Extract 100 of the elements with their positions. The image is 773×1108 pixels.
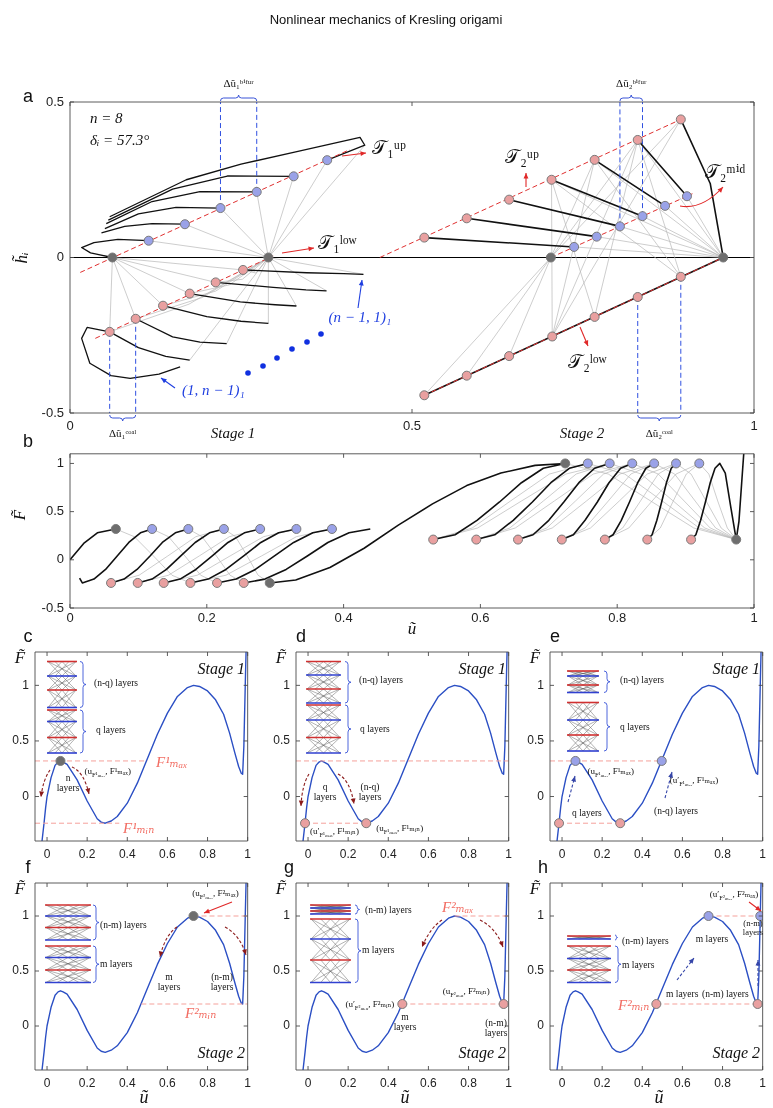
y-tick-label: 1 — [56, 455, 64, 471]
annotation: F¹ₘᵢₙ — [123, 819, 155, 837]
y-tick-label: 0.5 — [527, 733, 545, 748]
y-tick-label: 0.5 — [273, 733, 291, 748]
y-tick-label: 1 — [537, 677, 545, 692]
x-tick-label: 1 — [750, 610, 758, 626]
x-tick-label: 0.6 — [674, 1075, 692, 1090]
chart-title: g — [283, 857, 295, 878]
text: Δũ₁ᶜᵒᵃˡ — [109, 426, 137, 440]
x-tick-label: 0 — [304, 846, 312, 861]
annotation: (n-m) layers — [484, 1017, 508, 1039]
y-tick-label: 0 — [56, 249, 64, 265]
annotation: (n-q) layers — [654, 805, 699, 817]
text: Stage 1 — [210, 424, 256, 442]
x-tick-label: 0.8 — [608, 610, 627, 626]
x-tick-label: 0.8 — [460, 1075, 478, 1090]
annotation: (n-m) layers — [210, 971, 234, 993]
annotation: Stage 1 — [712, 660, 760, 678]
text: Δũ₁ᵇⁱᶠᵘʳ — [223, 76, 254, 90]
x-tick-label: 0.2 — [593, 1075, 611, 1090]
annotation: n = 8 — [90, 109, 123, 127]
annotation: (n-q) layers — [94, 677, 139, 689]
x-tick-label: 0 — [66, 418, 74, 434]
annotation: δᵢ = 57.3° — [90, 131, 150, 149]
annotation: (u′$_{F²ₘₐₓ}$, F²ₘₐₓ) — [709, 889, 759, 901]
x-tick-label: 0.4 — [379, 846, 397, 861]
annotation: m layers — [666, 988, 699, 1000]
x-tick-label: 1 — [505, 1075, 513, 1090]
annotation: 𝒯₂ˡᵒʷ — [568, 350, 607, 373]
x-tick-label: 0.6 — [420, 846, 438, 861]
y-tick-label: 1 — [537, 908, 545, 923]
x-axis-title: ũ — [654, 1087, 664, 1108]
x-tick-label: 0.2 — [593, 846, 611, 861]
y-tick-label: 0.5 — [45, 503, 64, 519]
y-tick-label: 0.5 — [527, 963, 545, 978]
annotation: 𝒯₁ᵘᵖ — [372, 136, 406, 159]
x-tick-label: 0.5 — [402, 418, 422, 434]
annotation: (u$_{F²ₘᵢₙ}$, F²ₘᵢₙ) — [442, 986, 490, 998]
annotation: q layers — [620, 721, 650, 733]
annotation: q layers — [96, 724, 126, 736]
x-tick-label: 0.2 — [78, 846, 96, 861]
x-tick-label: 0.6 — [674, 846, 692, 861]
annotation: (u$_{F¹ₘₐₓ}$, F¹ₘₐₓ) — [84, 765, 131, 778]
y-tick-label: 0 — [283, 788, 291, 803]
x-tick-label: 0.6 — [159, 1075, 177, 1090]
y-tick-label: 0 — [537, 788, 545, 803]
y-tick-label: 1 — [22, 908, 30, 923]
chart-title: f — [25, 857, 31, 878]
annotation: Stage 2 — [197, 1044, 245, 1062]
x-tick-label: 1 — [750, 418, 758, 434]
annotation: (u$_{F²ₘₐₓ}$, F²ₘₐₓ) — [192, 888, 239, 900]
y-axis-title: F̃ — [275, 878, 287, 899]
y-axis-title: F̃ — [14, 878, 26, 899]
annotation: (u′$_{F²ₘᵢₙ}$, F²ₘᵢₙ) — [345, 999, 395, 1011]
annotation: q layers — [572, 807, 602, 819]
annotation: m layers — [393, 1011, 417, 1033]
x-tick-label: 1 — [759, 1075, 767, 1090]
chart-title: c — [23, 626, 33, 647]
x-tick-label: 0.4 — [379, 1075, 397, 1090]
annotation: (u$_{F¹ₘᵢₙ}$, F¹ₘᵢₙ) — [376, 823, 424, 836]
x-tick-label: 0.6 — [420, 1075, 438, 1090]
annotation: (n-m) layers — [365, 904, 412, 916]
y-tick-label: 0.5 — [12, 733, 30, 748]
annotation: (n-q) layers — [620, 674, 665, 686]
x-tick-label: 0.8 — [714, 1075, 732, 1090]
chart-title: e — [549, 626, 561, 647]
x-tick-label: 0.6 — [471, 610, 490, 626]
annotation: m layers — [695, 933, 729, 945]
annotation: m layers — [622, 959, 655, 971]
x-tick-label: 0.8 — [199, 1075, 217, 1090]
annotation: Stage 1 — [197, 660, 245, 678]
annotation: Stage 2 — [712, 1044, 760, 1062]
chart-subtitle: a — [22, 86, 34, 107]
y-tick-label: 1 — [283, 908, 291, 923]
y-tick-label: 0 — [22, 788, 30, 803]
annotation: (n-m) layers — [622, 935, 669, 947]
annotation: m layers — [100, 958, 133, 970]
x-tick-label: 1 — [244, 1075, 252, 1090]
annotation: m layers — [157, 971, 181, 993]
x-tick-label: 0.4 — [118, 1075, 136, 1090]
annotation: 𝒯₂ᵘᵖ — [505, 145, 539, 168]
x-tick-label: 0.4 — [633, 1075, 651, 1090]
x-tick-label: 0 — [558, 846, 566, 861]
annotation: (u′$_{F¹ₘᵢₙ}$, F¹ₘᵢₙ) — [310, 826, 359, 839]
annotation: m layers — [362, 944, 395, 956]
x-tick-label: 0.8 — [460, 846, 478, 861]
annotation: (n-q) layers — [359, 674, 404, 686]
annotation: F¹ₘₐₓ — [156, 753, 188, 771]
x-tick-label: 0.6 — [159, 846, 177, 861]
annotation: n layers — [56, 772, 80, 794]
x-tick-label: 0.4 — [633, 846, 651, 861]
annotation: (1, n − 1)₁ — [181, 381, 245, 399]
y-tick-label: -0.5 — [41, 599, 64, 615]
x-tick-label: 0.8 — [199, 846, 217, 861]
y-tick-label: 0.5 — [45, 93, 64, 109]
chart-title: d — [295, 626, 307, 647]
y-axis-title: h̃ᵢ — [11, 252, 32, 264]
y-axis-title: F̃ — [529, 647, 541, 668]
text: Δũ₂ᵇⁱᶠᵘʳ — [616, 76, 647, 90]
text: Δũ₂ᶜᵒᵃˡ — [645, 426, 673, 440]
